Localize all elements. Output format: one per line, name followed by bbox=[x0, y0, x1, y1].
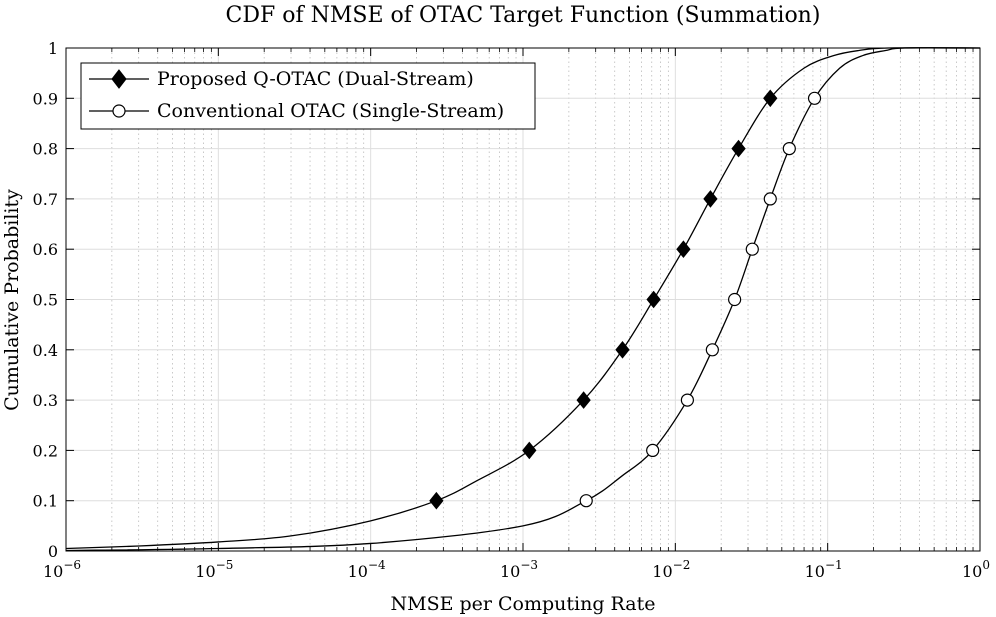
data-point-diamond bbox=[615, 341, 630, 359]
x-tick-label: 10−4 bbox=[348, 558, 386, 581]
series-line bbox=[65, 47, 981, 552]
data-point-diamond bbox=[576, 391, 591, 409]
y-tick-label: 0.9 bbox=[33, 89, 58, 108]
data-point-diamond bbox=[429, 491, 444, 510]
x-tick-label: 10−1 bbox=[805, 558, 843, 581]
series-proposed bbox=[65, 47, 981, 550]
x-tick-label: 10−3 bbox=[500, 558, 538, 581]
y-tick-label: 0.7 bbox=[33, 190, 58, 209]
data-point-circle bbox=[763, 192, 777, 206]
series-layer bbox=[65, 47, 981, 552]
data-point-diamond bbox=[522, 441, 537, 460]
data-point-circle bbox=[745, 242, 759, 256]
data-point-diamond bbox=[763, 89, 778, 108]
data-point-circle bbox=[728, 292, 742, 307]
y-tick-labels: 0 0.1 0.2 0.3 0.4 0.5 0.6 0.7 0.8 0.9 1 bbox=[33, 39, 58, 561]
legend: Proposed Q-OTAC (Dual-Stream) Convention… bbox=[80, 62, 536, 130]
y-tick-label: 0.4 bbox=[33, 341, 58, 360]
x-tick-labels: 10−6 10−5 10−4 10−3 10−2 10−1 100 bbox=[43, 558, 990, 581]
x-axis-label: NMSE per Computing Rate bbox=[390, 593, 655, 615]
y-tick-label: 0.5 bbox=[33, 291, 58, 310]
data-point-diamond bbox=[731, 139, 746, 158]
legend-marker-diamond-icon bbox=[111, 69, 127, 89]
data-point-circle bbox=[807, 91, 822, 105]
y-tick-label: 0 bbox=[48, 542, 58, 561]
y-axis-label: Cumulative Probability bbox=[1, 189, 23, 411]
data-point-diamond bbox=[646, 290, 661, 309]
data-point-circle bbox=[579, 494, 593, 508]
data-point-circle bbox=[680, 393, 694, 407]
grid bbox=[65, 47, 981, 552]
y-tick-label: 0.6 bbox=[33, 240, 58, 259]
y-tick-label: 0.1 bbox=[33, 492, 58, 511]
y-tick-label: 0.2 bbox=[33, 441, 58, 460]
y-tick-label: 1 bbox=[48, 39, 58, 58]
x-tick-label: 10−2 bbox=[652, 558, 690, 581]
data-point-diamond bbox=[676, 240, 691, 258]
series-line bbox=[65, 47, 981, 550]
x-tick-label: 10−5 bbox=[195, 558, 233, 581]
y-tick-label: 0.3 bbox=[33, 391, 58, 410]
legend-box bbox=[80, 62, 536, 130]
data-point-circle bbox=[782, 142, 796, 156]
legend-label-conventional: Conventional OTAC (Single-Stream) bbox=[157, 100, 504, 122]
data-point-circle bbox=[646, 443, 660, 457]
x-tick-label: 10−6 bbox=[43, 558, 81, 581]
x-tick-label: 100 bbox=[962, 558, 990, 581]
series-conventional bbox=[65, 47, 981, 552]
data-point-diamond bbox=[703, 190, 718, 208]
legend-label-proposed: Proposed Q-OTAC (Dual-Stream) bbox=[157, 68, 474, 90]
chart-title: CDF of NMSE of OTAC Target Function (Sum… bbox=[226, 3, 821, 28]
y-tick-label: 0.8 bbox=[33, 140, 58, 159]
data-point-circle bbox=[705, 343, 719, 357]
legend-marker-circle-icon bbox=[112, 104, 126, 118]
